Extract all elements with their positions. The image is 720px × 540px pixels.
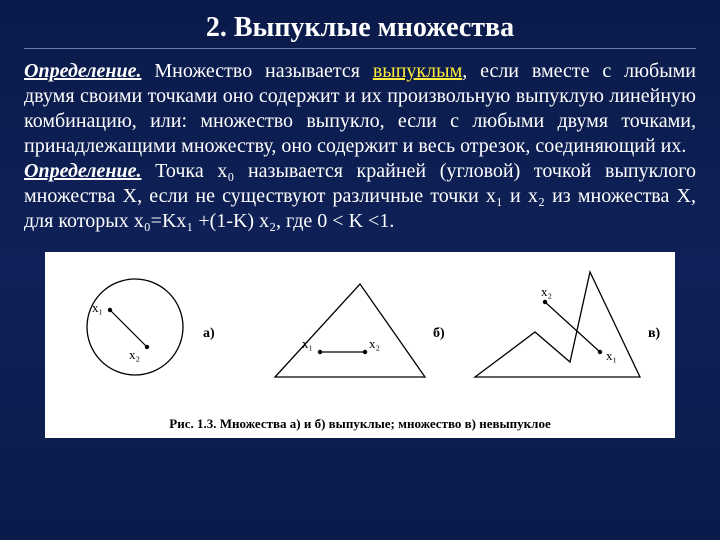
panel-a-segment bbox=[110, 310, 147, 347]
panel-a-p1-label: x₁ bbox=[92, 300, 103, 315]
panel-a-p2-label: x₂ bbox=[129, 347, 140, 362]
page-title: 2. Выпуклые множества bbox=[24, 12, 696, 44]
panel-b-triangle bbox=[275, 284, 425, 377]
def2-label: Определение. bbox=[24, 160, 142, 182]
title-divider bbox=[24, 48, 696, 49]
def1-convex-word: выпуклым bbox=[373, 60, 462, 82]
panel-b-p1-label: x₁ bbox=[302, 336, 313, 351]
panel-b-p2-label: x₂ bbox=[369, 336, 380, 351]
definition-1: Определение. Множество называется выпукл… bbox=[24, 59, 696, 159]
figure-caption: Рис. 1.3. Множества а) и б) выпуклые; мн… bbox=[45, 416, 675, 432]
figure-svg: x₁ x₂ а) x₁ x₂ б) x₁ x₂ в) bbox=[55, 252, 665, 402]
panel-b-label: б) bbox=[433, 326, 445, 341]
panel-c-p1-label: x₁ bbox=[606, 348, 617, 363]
panel-a-label: а) bbox=[203, 326, 215, 341]
panel-c-label: в) bbox=[648, 326, 661, 341]
panel-c-p2-label: x₂ bbox=[541, 284, 552, 299]
def1-text-a: Множество называется bbox=[142, 60, 373, 82]
figure-box: x₁ x₂ а) x₁ x₂ б) x₁ x₂ в) Рис. 1.3. Мно… bbox=[45, 252, 675, 438]
panel-c-segment bbox=[545, 302, 600, 352]
definition-2: Определение. Точка x₀ называется крайней… bbox=[24, 159, 696, 234]
def1-label: Определение. bbox=[24, 60, 142, 82]
